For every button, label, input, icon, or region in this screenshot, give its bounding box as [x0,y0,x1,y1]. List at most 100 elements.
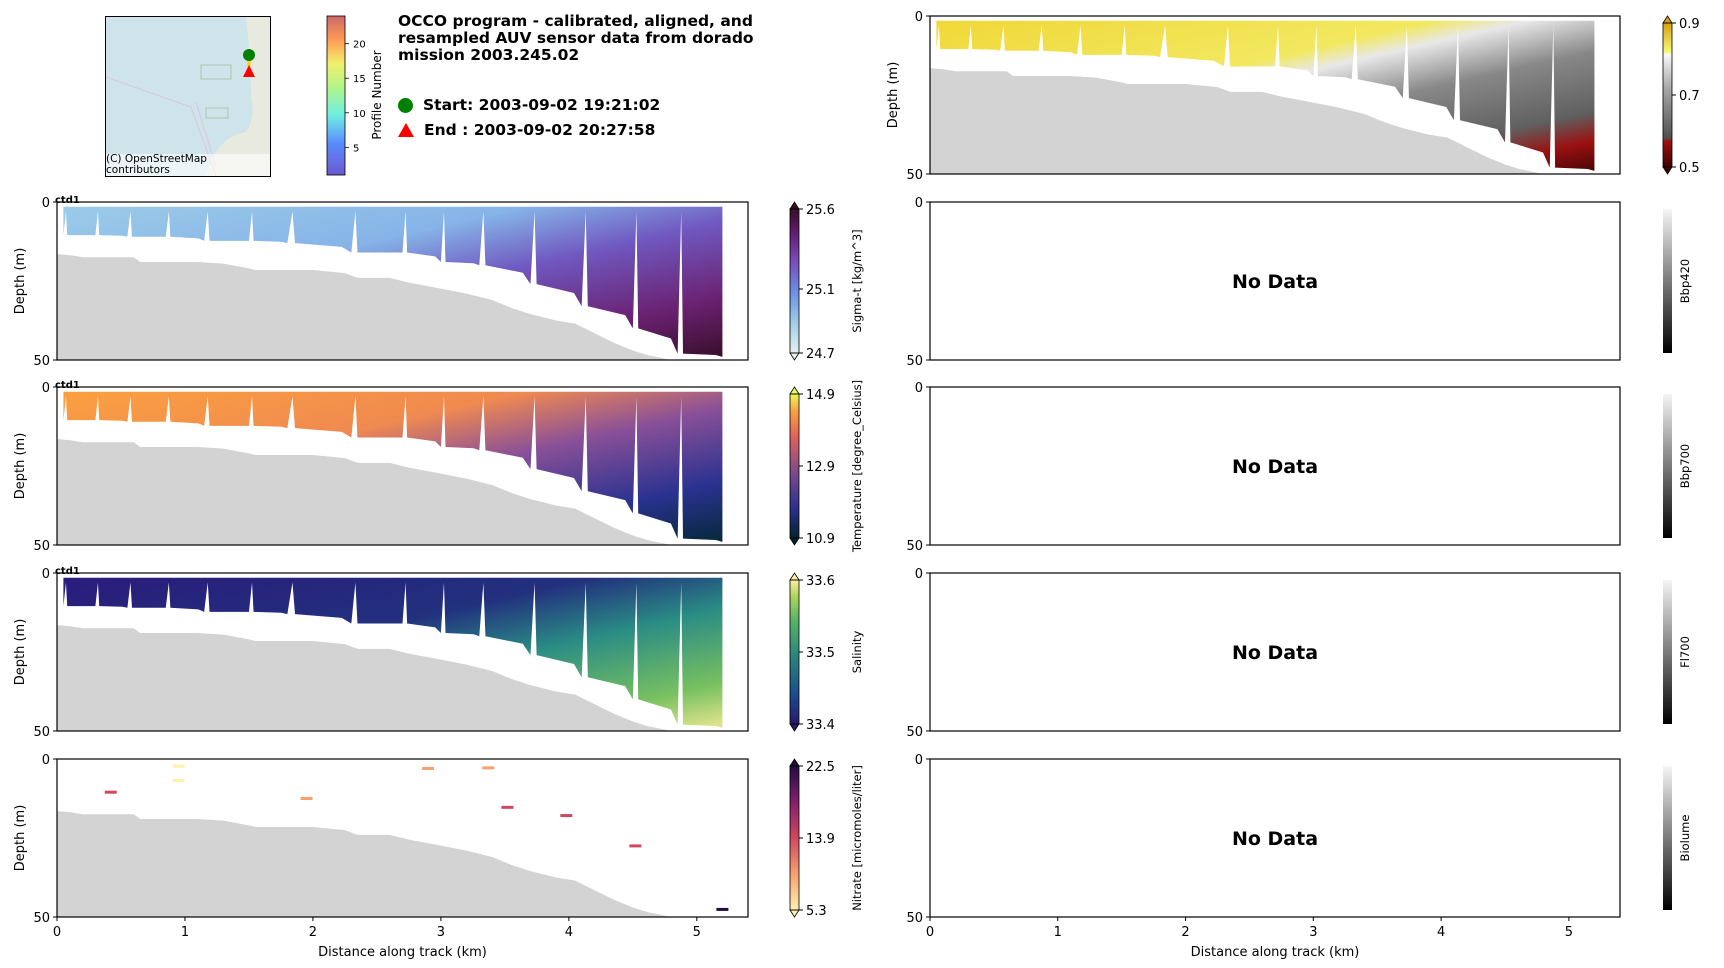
end-label: End : 2003-09-02 20:27:58 [424,121,656,139]
colorbar-tick-label: 5.3 [806,904,827,919]
colorbar-nitrate: 5.3 13.9 22.5 Nitrate [micromoles/liter] [789,758,864,919]
colorbar-extend-min [789,723,800,732]
colorbar-extend-min [789,909,800,918]
colorbar-label: Salinity [850,631,864,674]
colorbar-tick-label: 12.9 [806,460,835,475]
colorbar-gradient [1663,209,1672,353]
profile-colorbar-tick-label: 10 [353,109,366,120]
x-tick-label: 3 [1309,925,1317,940]
y-tick-label: 50 [906,539,923,554]
colorbar-tick-label: 10.9 [806,532,835,547]
track-map[interactable]: (C) OpenStreetMap contributors [105,16,271,177]
y-axis-label: Depth (m) [13,805,28,872]
colorbar-bbp700: Bbp700 [1663,394,1692,538]
colorbar-oxygen: 0.50.70.9Dissolved Oxygen [ml/l] [1662,15,1724,176]
profile-colorbar-tick-label: 5 [353,143,359,154]
x-tick-label: 0 [53,925,61,940]
y-axis-label: Depth (m) [886,62,901,129]
colorbar-gradient [790,394,799,538]
panel-fl700: No Data 0 50 [906,567,1621,740]
colorbar-extend-max [789,758,800,767]
colorbar-gradient [1663,766,1672,910]
start-label: Start: 2003-09-02 19:21:02 [423,96,661,114]
colorbar-label: Temperature [degree_Celsius] [850,380,864,553]
bathymetry [930,68,1620,174]
end-legend: End : 2003-09-02 20:27:58 [398,121,655,139]
colorbar-gradient [790,766,799,910]
instrument-label: ctd1 [55,380,80,391]
y-tick-label: 50 [906,168,923,183]
nitrate-sample [104,790,117,794]
figure-title: OCCO program - calibrated, aligned, and … [398,12,754,64]
y-tick-label: 0 [42,196,50,211]
end-marker-icon [398,123,414,137]
x-tick-label: 4 [565,925,573,940]
panel-salinity: 0 50 Depth (m) ctd1 [13,566,749,740]
bathymetry [57,439,748,545]
nitrate-sample [716,907,729,911]
section-field [63,577,723,728]
bathymetry [57,625,748,731]
colorbar-extend-max [789,572,800,581]
panel-sigmat: 0 50 Depth (m) ctd1 [13,195,749,369]
map-boundary-line [106,76,217,176]
colorbar-extend-max [789,386,800,395]
colorbar-tick-label: 22.5 [806,760,835,775]
colorbar-gradient [1663,23,1672,167]
y-tick-label: 50 [33,725,50,740]
colorbar-label: Nitrate [micromoles/liter] [850,765,864,911]
colorbar-extend-min [789,537,800,546]
nitrate-sample [172,778,185,782]
colorbar-bbp420: Bbp420 [1663,209,1692,353]
x-tick-label: 3 [437,925,445,940]
plot-frame [56,201,749,361]
y-tick-label: 0 [915,196,923,211]
colorbar-label: Biolume [1678,815,1692,862]
x-axis-label: Distance along track (km) [1191,945,1360,960]
colorbar-extend-min [1662,166,1673,175]
y-tick-label: 0 [915,10,923,25]
colorbar-tick-label: 14.9 [806,388,835,403]
y-tick-label: 0 [915,381,923,396]
plot-frame [929,201,1621,361]
section-field [63,206,723,357]
x-tick-label: 5 [693,925,701,940]
y-axis-label: Depth (m) [13,433,28,500]
y-tick-label: 50 [906,911,923,926]
bathymetry [57,811,748,917]
no-data-label: No Data [1232,456,1318,478]
colorbar-tick-label: 25.1 [806,283,835,298]
x-tick-label: 1 [181,925,189,940]
panel-temperature: 0 50 Depth (m) ctd1 [13,380,749,554]
colorbar-extend-max [1662,15,1673,24]
x-tick-label: 1 [1054,925,1062,940]
colorbar-tick-label: 25.6 [806,203,835,218]
instrument-label: ctd1 [55,566,80,577]
x-tick-label: 2 [1181,925,1189,940]
plot-frame [56,758,749,918]
colorbar-biolume: Biolume [1663,766,1692,910]
bathymetry [57,254,748,360]
y-axis-label: Depth (m) [13,619,28,686]
colorbar-tick-label: 0.5 [1679,161,1700,176]
profile-colorbar-label: Profile Number [370,50,384,139]
nitrate-sample [501,805,514,809]
start-legend: Start: 2003-09-02 19:21:02 [398,96,660,114]
plot-frame [56,572,749,732]
nitrate-sample [629,844,642,848]
profile-colorbar-tick-label: 15 [353,74,366,85]
nitrate-sample [172,764,185,768]
section-field [63,391,723,542]
panel-oxygen: 0 50 Depth (m) [886,10,1621,183]
y-tick-label: 0 [42,753,50,768]
colorbar-label: Sigma-t [kg/m^3] [850,229,864,332]
section-field [936,20,1595,171]
nitrate-sample [560,814,573,818]
y-tick-label: 50 [33,354,50,369]
start-marker-icon [398,97,413,113]
nitrate-sample [482,766,495,770]
colorbar-salinity: 33.4 33.5 33.6 Salinity [789,572,864,733]
colorbar-extend-min [789,352,800,361]
colorbar-tick-label: 33.4 [806,718,835,733]
